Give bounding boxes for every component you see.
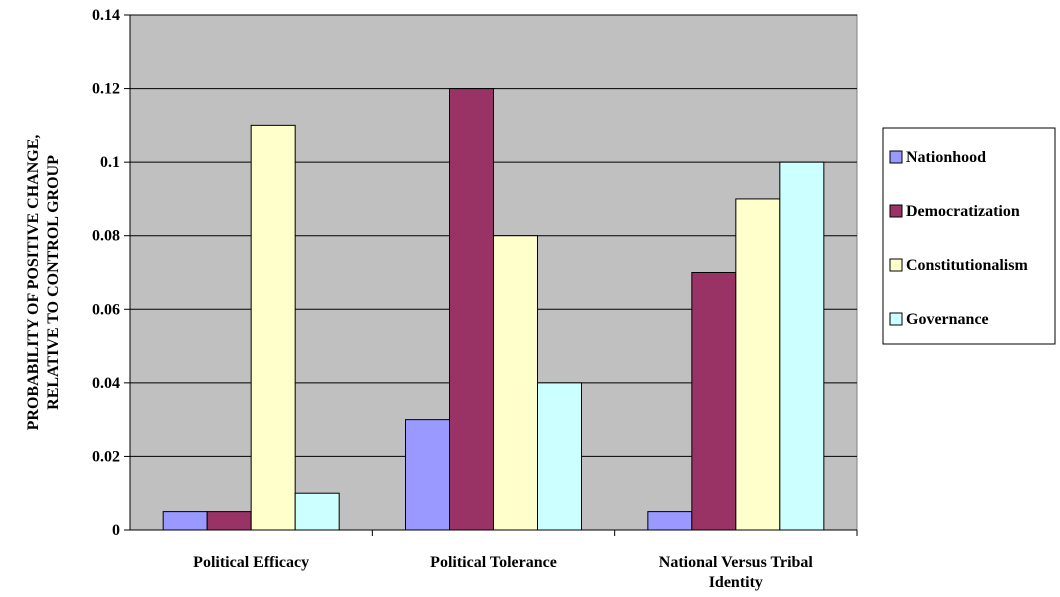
bar-governance-3 [779,161,825,531]
y-tick-labels: 0 0.02 0.04 0.06 0.08 0.1 0.12 0.14 [92,7,120,539]
bar-constitutionalism-2 [493,235,538,531]
legend-swatch-nationhood [889,150,903,164]
bar-democratization-2 [449,88,494,531]
legend-box [882,127,1056,345]
legend-label-governance: Governance [906,311,989,328]
y-axis-label: PROBABILITY OF POSITIVE CHANGE, RELATIVE … [25,135,62,431]
bar-constitutionalism-1 [250,124,296,531]
y-tick-label: 0 [112,522,120,539]
legend-label-constitutionalism: Constitutionalism [906,257,1028,274]
x-category-label: Political Tolerance [430,554,557,571]
y-axis-label-line: RELATIVE TO CONTROL GROUP [45,155,62,410]
bars [162,88,825,531]
x-category-label: Identity [709,574,763,591]
y-tick-label: 0.08 [92,228,120,245]
legend-label-nationhood: Nationhood [906,149,986,166]
x-category-labels: Political Efficacy Political Tolerance Nat… [193,554,813,591]
x-category-label: National Versus Tribal [659,554,814,571]
bar-democratization-3 [691,272,737,531]
bar-nationhood-3 [647,511,693,531]
bar-nationhood-2 [405,419,450,531]
y-tick-label: 0.12 [92,81,120,98]
legend-swatch-constitutionalism [889,258,903,272]
x-category-label: Political Efficacy [193,554,309,571]
bar-constitutionalism-3 [735,198,781,531]
y-axis-label-line: PROBABILITY OF POSITIVE CHANGE, [25,135,42,431]
bar-governance-2 [537,382,582,531]
axes [124,14,858,536]
y-tick-label: 0.1 [100,154,120,171]
y-tick-label: 0.14 [92,7,120,24]
legend-label-democratization: Democratization [906,203,1020,220]
bar-governance-1 [294,492,340,531]
legend-swatch-governance [889,312,903,326]
y-tick-label: 0.02 [92,448,120,465]
legend: Nationhood Democratization Constitutionali… [882,127,1056,345]
bar-democratization-1 [206,511,252,531]
bar-nationhood-1 [162,511,208,531]
legend-swatch-democratization [889,204,903,218]
y-tick-label: 0.06 [92,301,120,318]
y-tick-label: 0.04 [92,375,120,392]
